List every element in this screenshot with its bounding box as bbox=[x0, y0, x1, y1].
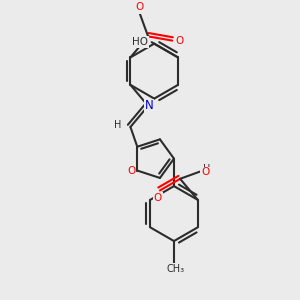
Text: O: O bbox=[127, 166, 136, 176]
Text: CH₃: CH₃ bbox=[167, 263, 185, 274]
Text: O: O bbox=[136, 2, 144, 13]
Text: HO: HO bbox=[132, 37, 148, 47]
Text: O: O bbox=[154, 193, 162, 203]
Text: N: N bbox=[145, 99, 153, 112]
Text: O: O bbox=[176, 36, 184, 46]
Text: H: H bbox=[114, 120, 121, 130]
Text: H: H bbox=[138, 2, 146, 12]
Text: H: H bbox=[203, 164, 210, 175]
Text: O: O bbox=[201, 167, 209, 177]
